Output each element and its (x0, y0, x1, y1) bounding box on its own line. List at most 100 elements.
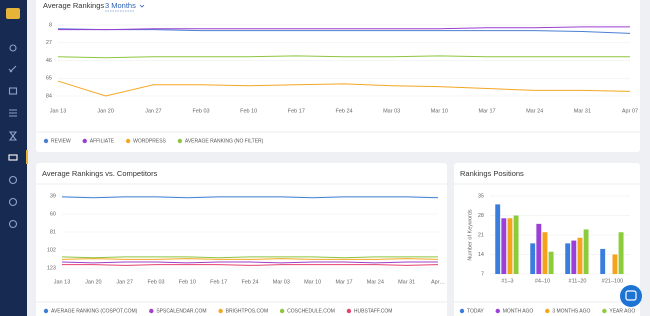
x-tick-label: Feb 24 (241, 279, 258, 285)
legend-swatch (602, 308, 607, 314)
logo[interactable] (6, 8, 20, 19)
bar (571, 240, 577, 274)
series-line (61, 261, 438, 264)
nav-icon[interactable] (8, 65, 17, 73)
legend-label: COSCHEDULE.COM (287, 308, 335, 314)
x-tick-label: Apr… (431, 279, 445, 285)
card-title: Rankings Positions (460, 169, 524, 178)
x-tick-label: Feb 24 (335, 108, 352, 114)
x-tick-label: Mar 17 (478, 108, 495, 114)
series-line (62, 264, 439, 266)
legend-swatch (82, 138, 87, 144)
legend-label: YEAR AGO (609, 308, 635, 314)
legend-swatch (43, 138, 49, 144)
bar (542, 232, 548, 274)
y-tick-label: 7 (481, 271, 484, 277)
x-tick-label: Mar 10 (304, 279, 321, 285)
nav-icon-active[interactable] (8, 154, 18, 161)
bar (513, 215, 519, 274)
card (36, 0, 640, 152)
bar (577, 237, 583, 274)
card (36, 163, 447, 316)
x-tick-label: Feb 17 (210, 279, 227, 285)
bar (548, 251, 554, 274)
x-tick-label: Jan 27 (116, 279, 133, 285)
y-axis-label: Number of Keywords (467, 209, 473, 261)
dropdown-caret[interactable] (139, 4, 145, 8)
x-tick-label: Mar 24 (367, 279, 384, 285)
legend-swatch (545, 308, 550, 314)
x-tick-label: Feb 17 (288, 108, 305, 114)
nav-icon[interactable] (9, 44, 17, 52)
legend-label: REVIEW (51, 138, 71, 144)
y-tick-label: 21 (478, 232, 484, 238)
x-tick-label: Mar 10 (431, 108, 448, 114)
active-indicator (26, 150, 28, 164)
chat-icon[interactable] (625, 290, 637, 301)
legend-label: MONTH AGO (503, 308, 534, 314)
y-tick-label: 123 (47, 265, 56, 271)
x-tick-label: Feb 03 (147, 279, 164, 285)
x-tick-label: #4–10 (535, 278, 550, 284)
legend-label: BRIGHTPOS.COM (226, 308, 269, 314)
y-tick-label: 14 (478, 252, 484, 258)
bar (495, 204, 501, 274)
x-tick-label: Mar 31 (574, 108, 591, 114)
legend-label: HUBSTAFF.COM (354, 308, 393, 314)
x-tick-label: Jan 13 (54, 279, 71, 285)
nav-icon[interactable] (8, 219, 18, 229)
bar (618, 232, 624, 274)
bar (507, 218, 513, 274)
nav-icon[interactable] (9, 109, 17, 117)
y-tick-label: 84 (46, 93, 52, 99)
series-line (58, 26, 630, 31)
y-tick-label: 35 (478, 193, 484, 199)
card-title: Average Rankings vs. Competitors (42, 169, 158, 178)
series-line (61, 256, 438, 259)
legend-swatch (125, 138, 131, 144)
series-line (61, 196, 439, 199)
x-tick-label: Apr 07 (622, 108, 638, 114)
series-line (57, 55, 630, 59)
period-dropdown[interactable]: 3 Months (105, 1, 136, 10)
x-tick-label: #21–100 (602, 278, 623, 284)
x-tick-label: Jan 13 (50, 108, 67, 114)
series-line (61, 258, 439, 260)
legend-label: AVERAGE RANKING (NO FILTER) (185, 138, 264, 144)
bar (536, 223, 542, 274)
nav-icon[interactable] (8, 87, 18, 95)
nav-icon[interactable] (8, 197, 18, 207)
x-tick-label: Mar 03 (273, 279, 290, 285)
x-tick-label: Feb 10 (240, 108, 257, 114)
card-title: Average Rankings (43, 1, 104, 10)
x-tick-label: #1–3 (501, 278, 513, 284)
x-tick-label: Mar 03 (383, 108, 400, 114)
bar (612, 254, 618, 274)
x-tick-label: Jan 20 (85, 279, 102, 285)
y-tick-label: 60 (50, 211, 56, 217)
legend-swatch (495, 308, 500, 314)
legend-label: AVERAGE RANKING (COSPOT.COM) (51, 308, 138, 314)
bar (501, 218, 507, 274)
legend-label: WORDPRESS (133, 138, 166, 144)
y-tick-label: 81 (50, 229, 56, 235)
y-tick-label: 46 (46, 58, 52, 64)
legend-swatch (43, 308, 49, 314)
x-tick-label: Jan 27 (145, 108, 162, 114)
legend-label: AFFILIATE (90, 138, 115, 144)
series-line (57, 80, 631, 97)
series-line (57, 28, 631, 34)
y-tick-label: 27 (46, 40, 52, 46)
x-tick-label: Jan 20 (97, 108, 114, 114)
y-tick-label: 8 (49, 22, 52, 28)
x-tick-label: Mar 31 (398, 279, 415, 285)
nav-icon[interactable] (8, 175, 18, 185)
nav-icon[interactable] (8, 131, 18, 141)
chat-button[interactable] (620, 285, 642, 307)
bar (530, 243, 536, 274)
legend-label: SPSCALENDAR.COM (156, 308, 206, 314)
x-tick-label: Mar 17 (335, 279, 352, 285)
legend-swatch (149, 308, 154, 314)
bar (565, 243, 571, 274)
bar (583, 229, 589, 274)
